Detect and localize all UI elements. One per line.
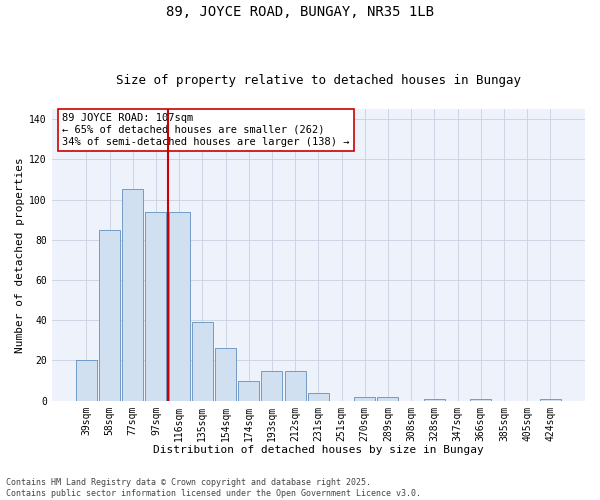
- Y-axis label: Number of detached properties: Number of detached properties: [15, 157, 25, 352]
- Bar: [215, 348, 236, 401]
- Bar: [145, 212, 166, 400]
- Bar: [424, 398, 445, 400]
- Bar: [540, 398, 561, 400]
- Bar: [308, 392, 329, 400]
- Bar: [192, 322, 213, 400]
- Bar: [354, 396, 375, 400]
- Bar: [76, 360, 97, 401]
- Text: Contains HM Land Registry data © Crown copyright and database right 2025.
Contai: Contains HM Land Registry data © Crown c…: [6, 478, 421, 498]
- Bar: [99, 230, 120, 400]
- Title: Size of property relative to detached houses in Bungay: Size of property relative to detached ho…: [116, 74, 521, 87]
- X-axis label: Distribution of detached houses by size in Bungay: Distribution of detached houses by size …: [153, 445, 484, 455]
- Bar: [122, 190, 143, 400]
- Bar: [169, 212, 190, 400]
- Bar: [262, 370, 283, 400]
- Text: 89 JOYCE ROAD: 107sqm
← 65% of detached houses are smaller (262)
34% of semi-det: 89 JOYCE ROAD: 107sqm ← 65% of detached …: [62, 114, 350, 146]
- Text: 89, JOYCE ROAD, BUNGAY, NR35 1LB: 89, JOYCE ROAD, BUNGAY, NR35 1LB: [166, 5, 434, 19]
- Bar: [284, 370, 305, 400]
- Bar: [377, 396, 398, 400]
- Bar: [470, 398, 491, 400]
- Bar: [238, 380, 259, 400]
